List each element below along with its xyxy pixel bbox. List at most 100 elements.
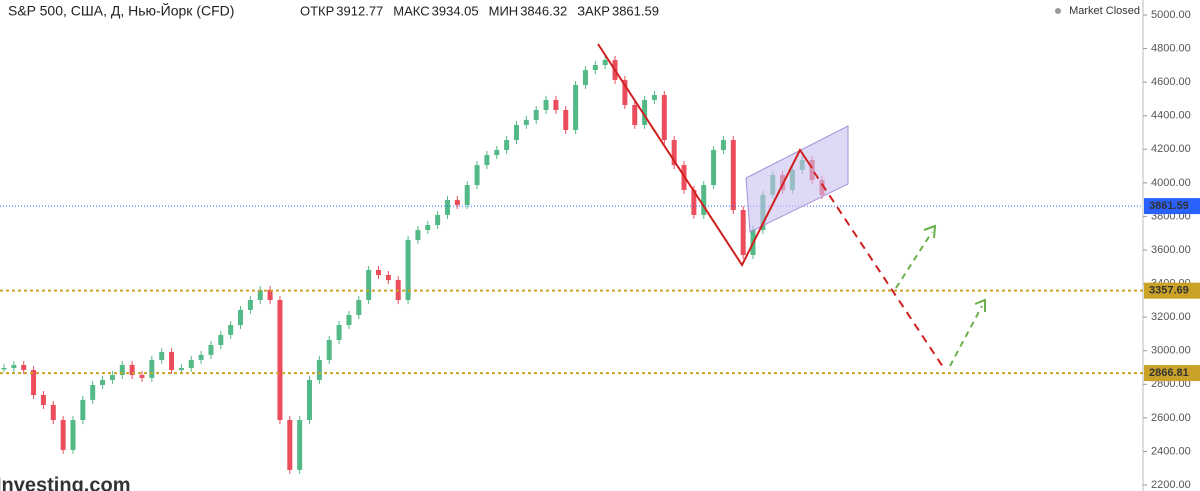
candle	[711, 149, 717, 186]
candle	[218, 334, 224, 346]
candle	[139, 375, 145, 378]
level-label-box	[1144, 198, 1200, 215]
y-tick-label: 3000.00	[1151, 345, 1191, 357]
candle	[484, 154, 490, 166]
y-tick-label: 3200.00	[1151, 311, 1191, 323]
y-tick-label: 2800.00	[1151, 378, 1191, 390]
stat-value: 3861.59	[612, 3, 659, 18]
candle	[80, 399, 86, 421]
candle	[277, 300, 283, 421]
y-tick-label: 4400.00	[1151, 110, 1191, 122]
candle	[494, 149, 500, 155]
candle	[50, 404, 56, 421]
status: Market Closed	[1069, 5, 1140, 17]
candle	[188, 359, 194, 369]
level-label-box	[1144, 365, 1200, 382]
candle	[425, 224, 431, 231]
y-tick-label: 4600.00	[1151, 76, 1191, 88]
candle	[287, 420, 293, 470]
candle	[474, 165, 480, 186]
candle	[543, 99, 549, 111]
candle	[346, 314, 352, 326]
candle	[513, 124, 519, 141]
candle	[523, 119, 529, 125]
stat-value: 3934.05	[432, 3, 479, 18]
y-tick-label: 3600.00	[1151, 244, 1191, 256]
y-tick-label: 4000.00	[1151, 177, 1191, 189]
candle	[385, 275, 391, 281]
candle	[622, 79, 628, 105]
candle	[444, 199, 450, 215]
candle	[720, 140, 726, 150]
candle	[129, 364, 135, 376]
stat-label: ОТКР	[300, 3, 334, 18]
trend-line	[597, 43, 813, 268]
level-label: 2866.81	[1149, 367, 1189, 379]
candle	[1, 368, 7, 370]
stat-label: ЗАКР	[577, 3, 610, 18]
candle	[651, 95, 657, 100]
candle	[307, 379, 313, 421]
candle	[405, 239, 411, 301]
candle	[297, 420, 303, 470]
candle	[504, 140, 510, 150]
candle	[159, 352, 165, 360]
arrow-head	[974, 298, 986, 312]
candle	[553, 99, 559, 111]
candle	[454, 199, 460, 206]
stat-label: МИН	[489, 3, 519, 18]
candle	[691, 189, 697, 215]
stat-value: 3846.32	[520, 3, 567, 18]
candle	[11, 364, 17, 369]
channel	[745, 125, 849, 233]
candle	[90, 384, 96, 400]
candle	[208, 345, 214, 355]
projection	[813, 171, 946, 371]
candle	[60, 420, 66, 450]
candle	[435, 214, 441, 225]
candle	[376, 269, 382, 276]
candle	[632, 104, 638, 125]
candle	[40, 395, 46, 405]
y-tick-label: 2200.00	[1151, 479, 1191, 491]
candle	[178, 368, 184, 371]
candle	[326, 339, 332, 360]
candle	[31, 370, 37, 396]
stat-label: МАКС	[393, 3, 429, 18]
candle	[149, 359, 155, 378]
candle	[366, 269, 372, 301]
candle	[592, 65, 598, 71]
candle	[642, 99, 648, 125]
header: S&P 500, США, Д, Нью-Йорк (CFD) ОТКР 3912…	[8, 2, 659, 19]
candle	[198, 354, 204, 360]
y-tick-label: 2400.00	[1151, 445, 1191, 457]
candle	[267, 289, 273, 301]
stat-value: 3912.77	[336, 3, 383, 18]
candle	[563, 110, 569, 130]
candle	[602, 59, 608, 66]
candle	[356, 300, 362, 315]
y-tick-label: 4800.00	[1151, 42, 1191, 54]
candle	[257, 289, 263, 301]
level-label: 3861.59	[1149, 200, 1189, 212]
green-arrow	[949, 305, 983, 367]
candle	[740, 210, 746, 256]
green-arrow	[895, 231, 933, 289]
candle	[228, 325, 234, 335]
level-label-box	[1144, 282, 1200, 299]
candle	[316, 359, 322, 380]
candle	[701, 185, 707, 215]
candle	[533, 110, 539, 120]
candle	[70, 420, 76, 450]
candle	[109, 375, 115, 380]
status-dot	[1055, 8, 1061, 14]
candle	[573, 84, 579, 130]
candle	[336, 325, 342, 340]
candle	[582, 70, 588, 85]
logo: Investing.com	[0, 474, 130, 491]
y-tick-label: 5000.00	[1151, 9, 1191, 21]
candle	[119, 364, 125, 376]
arrow-head	[923, 224, 937, 239]
